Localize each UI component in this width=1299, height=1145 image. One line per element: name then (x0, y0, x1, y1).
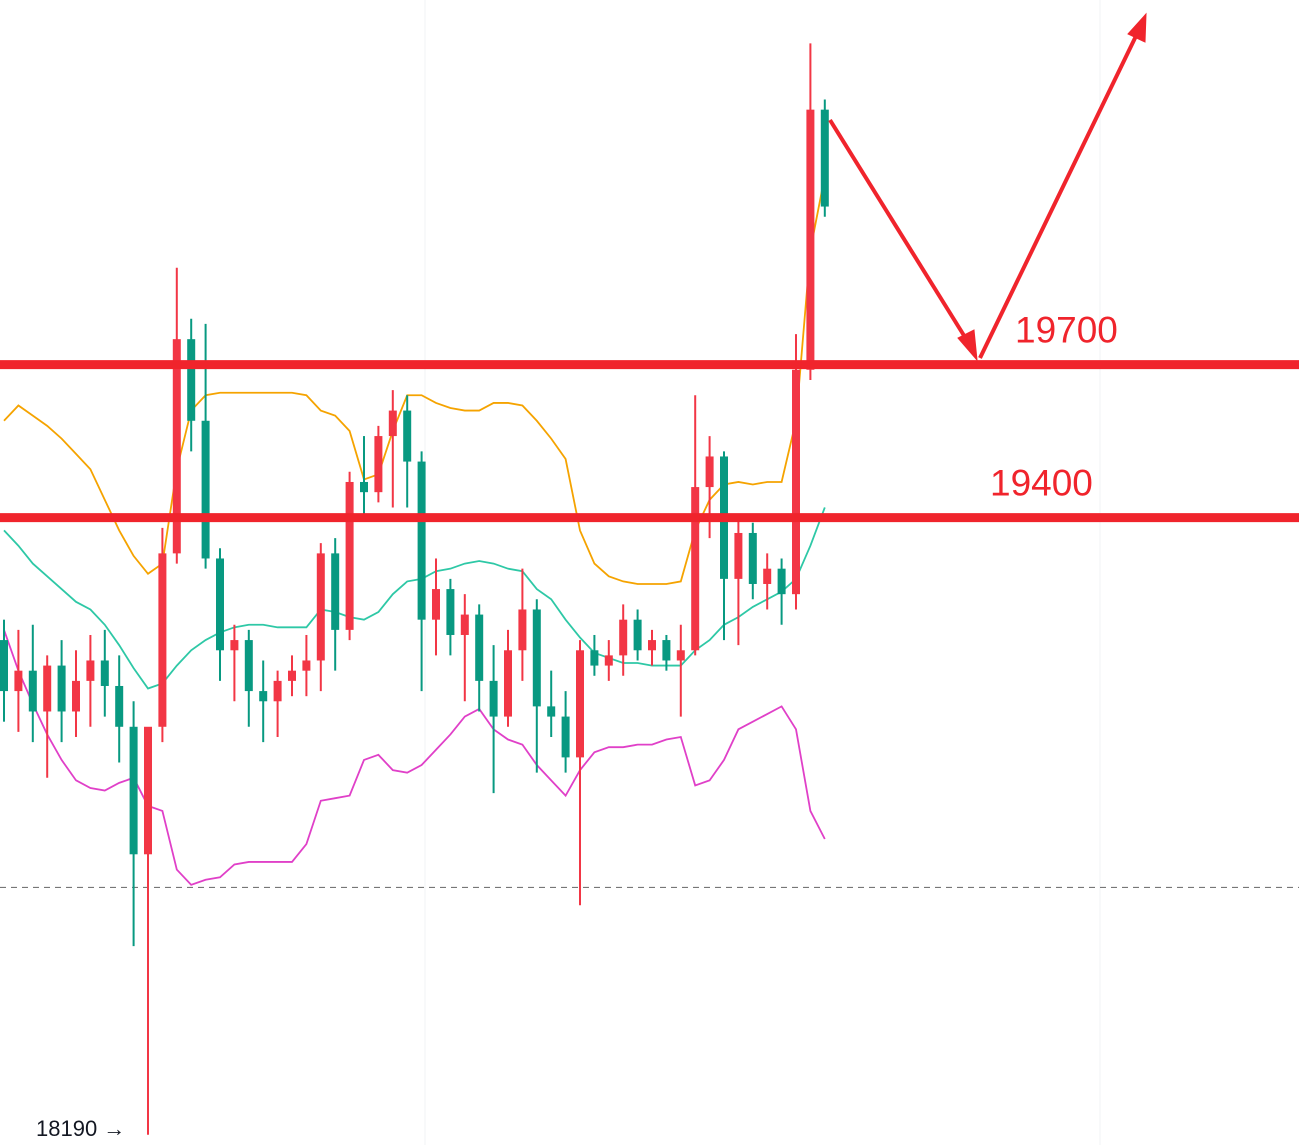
candle-body (0, 640, 8, 692)
candle-body (446, 589, 455, 635)
candle-body (316, 553, 325, 661)
candle-body (691, 487, 700, 651)
background-grid (424, 0, 1101, 1145)
candle-body (734, 532, 743, 579)
candle-body (820, 109, 829, 207)
candle-body (331, 553, 340, 630)
candle-body (144, 726, 152, 855)
candle-body (648, 640, 656, 651)
candle-body (432, 589, 440, 620)
candle-body (547, 706, 556, 717)
candle-body (518, 609, 527, 651)
candle-body (561, 716, 570, 758)
candle-body (475, 614, 484, 681)
candle-body (28, 670, 37, 712)
candle-body (633, 619, 642, 651)
candle-body (244, 640, 253, 692)
candle-body (259, 691, 268, 702)
candle-body (345, 481, 354, 630)
candle-body (604, 655, 613, 666)
candle-body (403, 410, 412, 462)
candle-body (792, 369, 800, 595)
candle-body (302, 660, 311, 671)
candle-body (590, 650, 599, 666)
candle-body (201, 420, 210, 559)
arrow-down (828, 118, 970, 344)
candle-body (72, 680, 80, 712)
candle-body (662, 640, 671, 661)
candle-body (417, 461, 426, 620)
level-label: 19700 (1015, 310, 1118, 351)
candle-body (115, 685, 124, 727)
candle-body (460, 614, 469, 635)
arrow-head (957, 329, 978, 362)
candle-body (43, 665, 52, 712)
candle-body (57, 665, 66, 712)
arrow-head (1127, 12, 1147, 43)
candle-body (705, 456, 714, 488)
candle-body (129, 726, 138, 855)
candle-body (374, 436, 383, 493)
candle-body (230, 640, 239, 651)
arrow-up (978, 35, 1138, 359)
candle-body (388, 410, 397, 437)
candle-body (777, 568, 786, 595)
band-line (3, 629, 826, 886)
candle-body (100, 660, 109, 686)
candle-body (216, 558, 224, 651)
candle-body (576, 650, 584, 758)
level-label: 19400 (990, 463, 1093, 504)
candle-body (504, 650, 512, 717)
candle-body (288, 670, 296, 681)
candle-body (273, 680, 282, 702)
band-line (3, 507, 826, 690)
candle-body (489, 680, 498, 717)
candle-body (532, 609, 541, 707)
candle-body (619, 619, 628, 656)
candle-body (172, 339, 181, 554)
candle-body (676, 650, 685, 661)
candle-body (187, 339, 196, 421)
candle-body (360, 481, 368, 493)
candle-body (763, 568, 772, 584)
candle-body (158, 553, 167, 727)
candle-body (86, 660, 95, 681)
candle-body (14, 670, 23, 692)
arrows (828, 12, 1147, 362)
band-line (3, 175, 826, 585)
low-label: 18190 → (36, 1116, 125, 1141)
candle-body (806, 109, 815, 370)
candle-body (748, 532, 757, 584)
